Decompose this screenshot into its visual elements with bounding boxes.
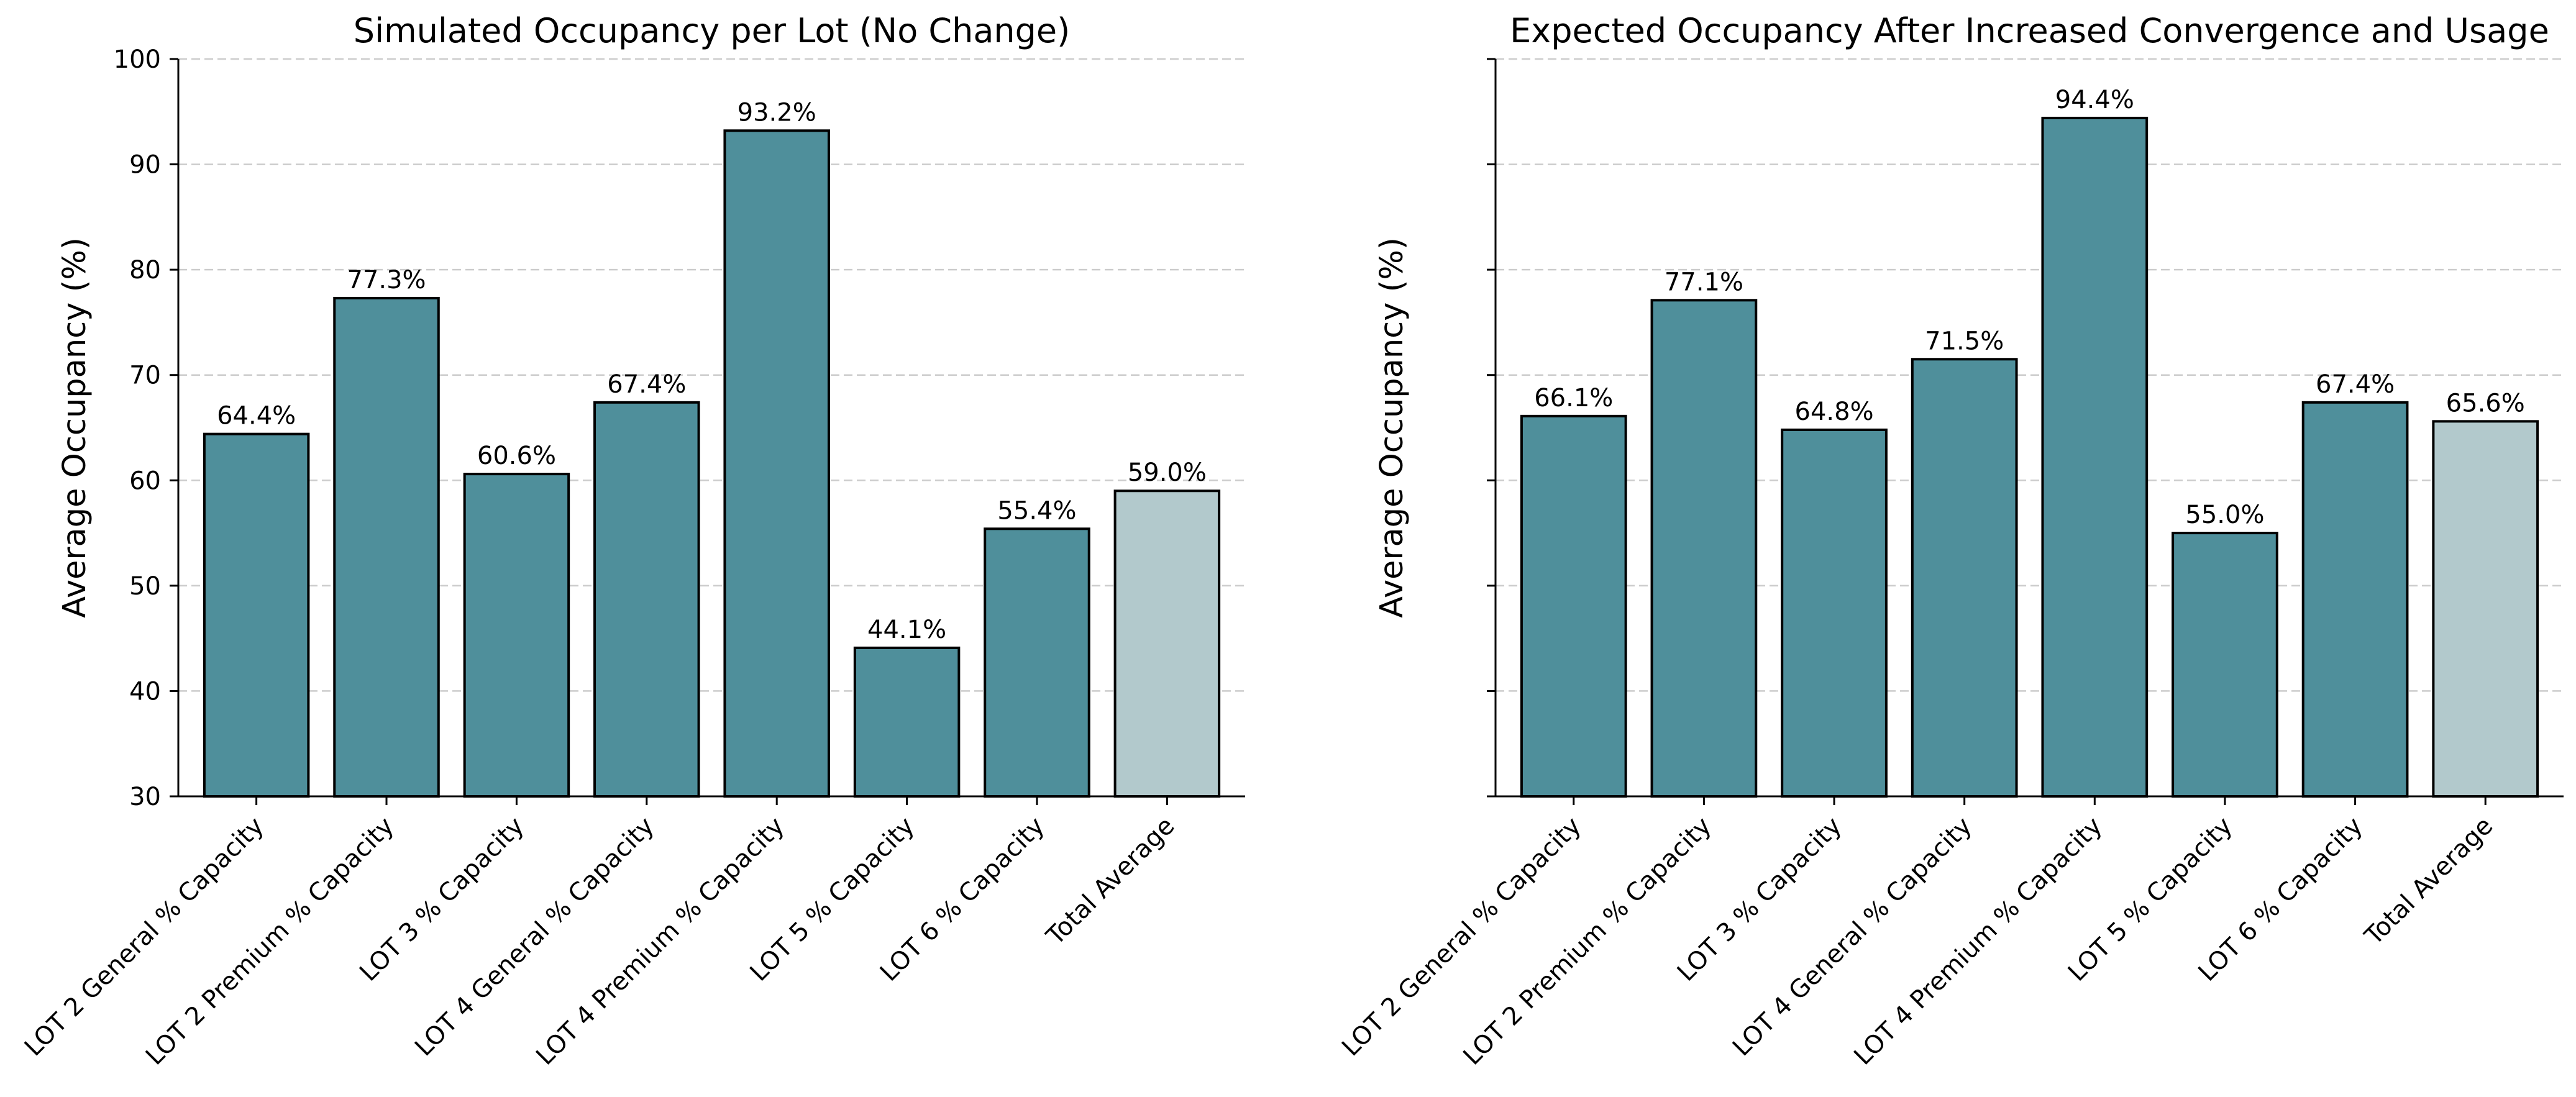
y-tick-label: 40 xyxy=(129,677,161,706)
category-label: LOT 4 Premium % Capacity xyxy=(531,812,790,1071)
bar xyxy=(1113,489,1221,798)
data-label: 77.1% xyxy=(1665,268,1743,296)
data-label: 67.4% xyxy=(607,370,686,399)
y-axis-label: Average Occupancy (%) xyxy=(57,237,93,618)
data-label: 55.0% xyxy=(2185,501,2264,529)
category-label: LOT 2 Premium % Capacity xyxy=(1458,812,1717,1071)
data-label: 93.2% xyxy=(738,98,816,127)
bar xyxy=(1520,414,1627,798)
y-tick-label: 80 xyxy=(129,256,161,284)
bar xyxy=(2172,532,2278,798)
data-label: 60.6% xyxy=(477,442,556,470)
data-labels: 64.4% 77.3% 60.6% 67.4% 93.2% 44.1% 55.4% 59.0% xyxy=(217,98,1207,644)
bar xyxy=(1781,428,1888,798)
bar xyxy=(1650,299,1758,798)
x-ticks xyxy=(255,796,1168,805)
bar xyxy=(593,401,700,798)
category-label: LOT 2 General % Capacity xyxy=(1336,812,1587,1062)
bar xyxy=(203,432,310,798)
bar xyxy=(2301,401,2409,798)
y-tick-label: 100 xyxy=(114,45,161,74)
bar xyxy=(1911,358,2018,798)
category-label: LOT 2 General % Capacity xyxy=(19,812,270,1062)
bar xyxy=(463,473,570,798)
y-ticks xyxy=(1487,58,1496,798)
y-tick-label: 60 xyxy=(129,467,161,495)
chart-no-change: Simulated Occupancy per Lot (No Change) … xyxy=(19,11,1245,1071)
x-ticks xyxy=(1573,796,2487,805)
bars xyxy=(203,129,1221,798)
data-label: 64.8% xyxy=(1795,398,1874,426)
bar xyxy=(2041,116,2149,798)
bar xyxy=(2432,420,2539,798)
category-label: Total Average xyxy=(2359,812,2498,951)
category-label: LOT 4 Premium % Capacity xyxy=(1848,812,2108,1071)
y-ticks: 30 40 50 60 70 80 90 100 xyxy=(114,45,178,811)
data-label: 66.1% xyxy=(1534,384,1613,412)
bar xyxy=(333,296,440,798)
category-label: LOT 2 Premium % Capacity xyxy=(140,812,400,1071)
y-tick-label: 70 xyxy=(129,362,161,390)
y-tick-label: 50 xyxy=(129,572,161,601)
bar xyxy=(984,527,1090,798)
data-label: 67.4% xyxy=(2316,370,2395,399)
data-label: 77.3% xyxy=(347,266,426,294)
data-label: 55.4% xyxy=(997,496,1076,525)
chart-title: Simulated Occupancy per Lot (No Change) xyxy=(354,11,1070,50)
bar xyxy=(723,129,830,798)
chart-expected: Expected Occupancy After Increased Conve… xyxy=(1336,11,2564,1071)
y-tick-label: 90 xyxy=(129,151,161,180)
category-label: Total Average xyxy=(1041,812,1180,951)
data-label: 65.6% xyxy=(2446,389,2525,417)
data-label: 64.4% xyxy=(217,402,296,430)
data-label: 71.5% xyxy=(1925,327,2004,355)
category-label: LOT 4 General % Capacity xyxy=(409,812,660,1062)
bars xyxy=(1520,116,2539,798)
y-axis-label: Average Occupancy (%) xyxy=(1374,237,1410,618)
data-label: 59.0% xyxy=(1128,458,1207,487)
y-tick-label: 30 xyxy=(129,783,161,811)
data-labels: 66.1% 77.1% 64.8% 71.5% 94.4% 55.0% 67.4% 65.6% xyxy=(1534,86,2525,529)
category-label: LOT 4 General % Capacity xyxy=(1727,812,1978,1062)
data-label: 44.1% xyxy=(867,616,946,644)
data-label: 94.4% xyxy=(2055,86,2134,114)
bar xyxy=(853,646,961,798)
chart-title: Expected Occupancy After Increased Conve… xyxy=(1510,11,2549,50)
